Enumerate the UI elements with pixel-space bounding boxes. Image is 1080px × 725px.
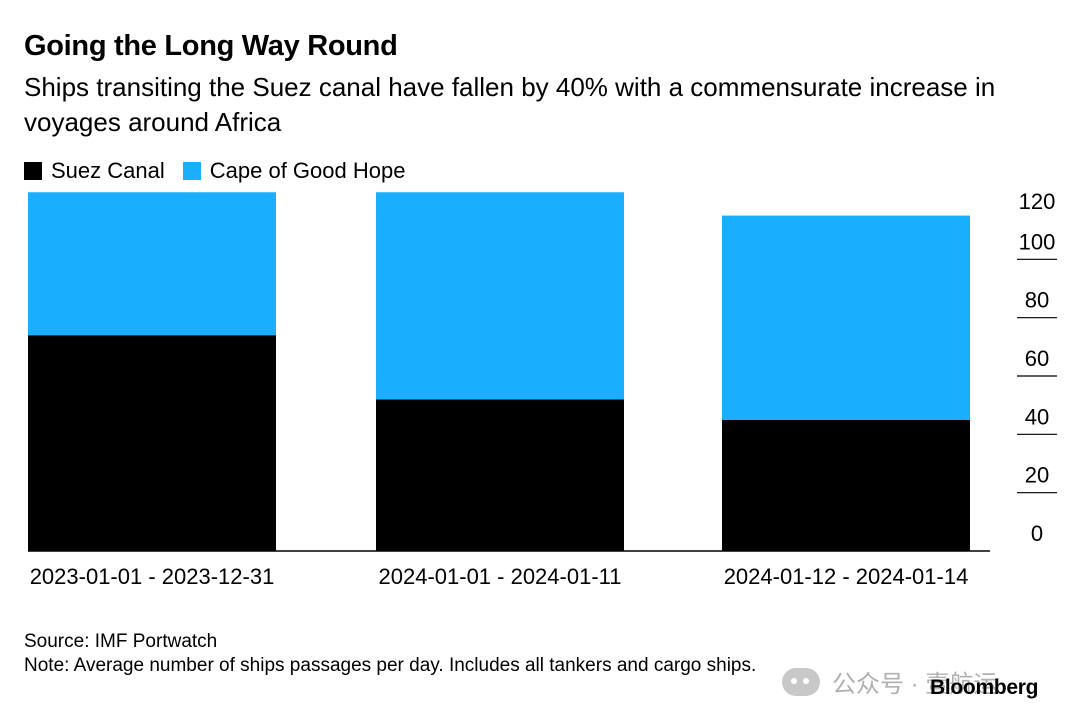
y-tick-label: 40 [1025, 404, 1049, 429]
watermark-text: 公众号 · 壹航运 [832, 671, 998, 698]
legend-item-suez: Suez Canal [24, 158, 165, 184]
legend-label-cape: Cape of Good Hope [209, 158, 406, 183]
bar-suez-1 [376, 399, 624, 551]
footer: Source: IMF Portwatch Note: Average numb… [24, 630, 844, 678]
legend-swatch-suez [24, 162, 42, 180]
chart-subtitle: Ships transiting the Suez canal have fal… [24, 72, 996, 137]
bar-cape-2 [722, 215, 970, 420]
footnote: Note: Average number of ships passages p… [24, 655, 757, 676]
y-tick-label: 120 [1019, 189, 1056, 214]
legend-swatch-cape [182, 162, 201, 180]
x-tick-label: 2023-01-01 - 2023-12-31 [30, 564, 275, 589]
y-tick-label: 20 [1025, 463, 1049, 488]
stacked-bar-chart: 0 20 40 60 80 100 120 2023-01-01 - 2023-12-31 20… [28, 189, 1057, 589]
bloomberg-logo: Bloomberg [930, 676, 1039, 699]
bar-suez-0 [28, 335, 276, 551]
y-tick-label: 100 [1019, 229, 1056, 254]
y-tick-label: 0 [1031, 521, 1043, 546]
y-tick-label: 60 [1025, 346, 1049, 371]
wechat-icon [782, 667, 820, 696]
chart-title: Going the Long Way Round [24, 30, 398, 62]
source-note: Source: IMF Portwatch [24, 631, 218, 652]
bar-cape-1 [376, 192, 624, 400]
bar-suez-2 [722, 419, 970, 551]
bar-cape-0 [28, 192, 276, 336]
legend-item-cape: Cape of Good Hope [182, 158, 406, 184]
legend-label-suez: Suez Canal [51, 158, 165, 183]
legend: Suez Canal Cape of Good Hope [24, 158, 423, 184]
x-tick-label: 2024-01-12 - 2024-01-14 [724, 564, 969, 589]
y-tick-label: 80 [1025, 288, 1049, 313]
watermark: 公众号 · 壹航运 [782, 664, 997, 699]
x-tick-label: 2024-01-01 - 2024-01-11 [379, 564, 622, 589]
